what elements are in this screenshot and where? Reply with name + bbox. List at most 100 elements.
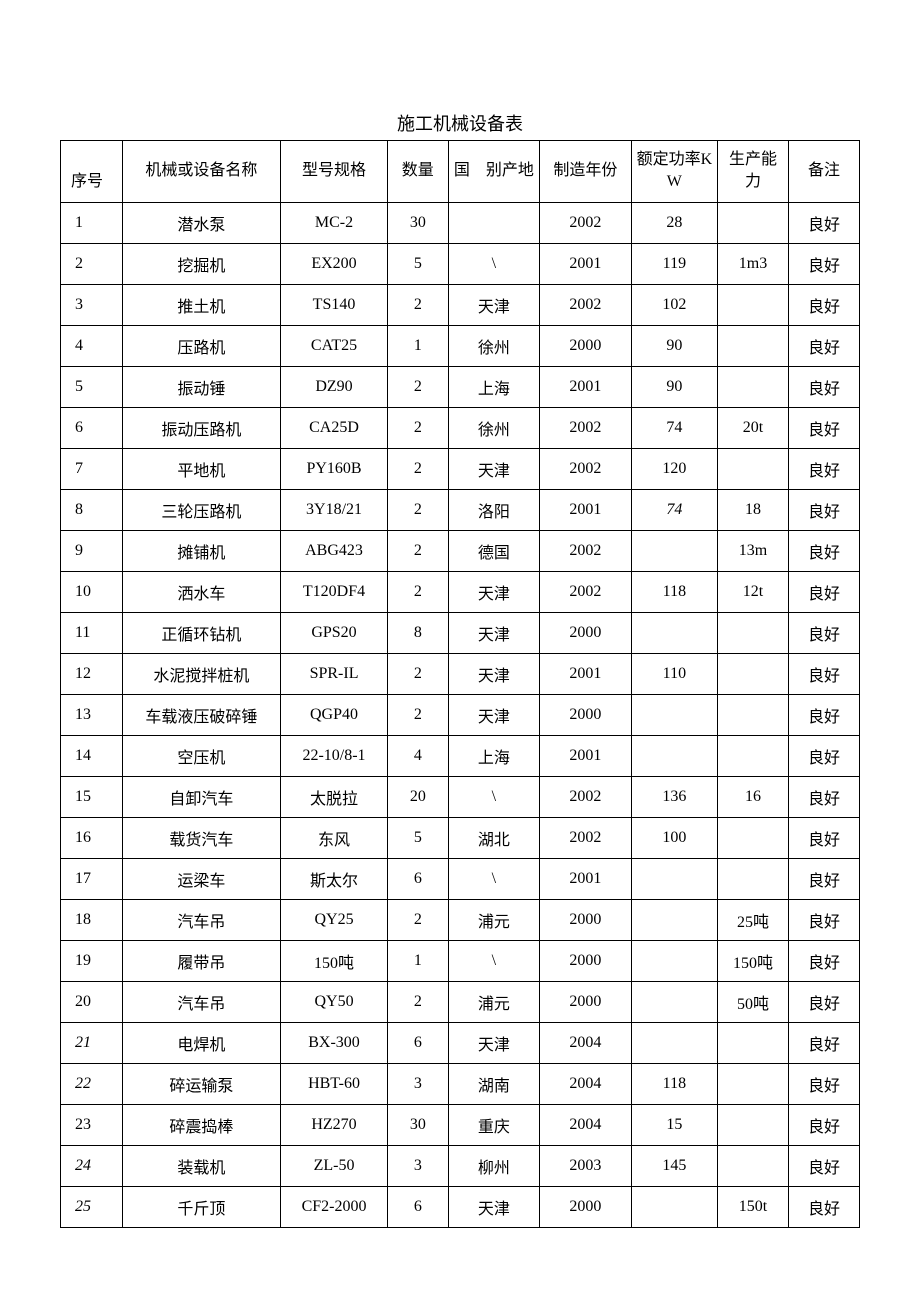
cell-name: 水泥搅拌桩机 [122, 653, 280, 694]
cell-qty: 6 [387, 1186, 448, 1227]
header-power: 额定功率KW [631, 141, 717, 203]
cell-idx: 18 [61, 899, 123, 940]
cell-capacity: 150t [718, 1186, 789, 1227]
header-name: 机械或设备名称 [122, 141, 280, 203]
cell-power: 110 [631, 653, 717, 694]
cell-power: 28 [631, 202, 717, 243]
cell-origin [448, 202, 540, 243]
table-row: 10洒水车T120DF42天津200211812t良好 [61, 571, 860, 612]
cell-note: 良好 [789, 1104, 860, 1145]
cell-idx: 4 [61, 325, 123, 366]
cell-year: 2003 [540, 1145, 632, 1186]
cell-model: ZL-50 [281, 1145, 388, 1186]
cell-year: 2002 [540, 202, 632, 243]
cell-origin: \ [448, 776, 540, 817]
cell-capacity: 20t [718, 407, 789, 448]
cell-capacity [718, 858, 789, 899]
cell-note: 良好 [789, 407, 860, 448]
cell-model: BX-300 [281, 1022, 388, 1063]
cell-power: 15 [631, 1104, 717, 1145]
cell-idx: 16 [61, 817, 123, 858]
cell-name: 车载液压破碎锤 [122, 694, 280, 735]
cell-idx: 24 [61, 1145, 123, 1186]
cell-qty: 30 [387, 202, 448, 243]
cell-power: 118 [631, 1063, 717, 1104]
cell-note: 良好 [789, 776, 860, 817]
table-row: 19履带吊150吨1\2000150吨良好 [61, 940, 860, 981]
cell-origin: \ [448, 858, 540, 899]
cell-qty: 20 [387, 776, 448, 817]
cell-qty: 4 [387, 735, 448, 776]
cell-idx: 22 [61, 1063, 123, 1104]
cell-qty: 2 [387, 981, 448, 1022]
table-row: 16载货汽车东风5湖北2002100良好 [61, 817, 860, 858]
cell-note: 良好 [789, 571, 860, 612]
cell-capacity [718, 1104, 789, 1145]
cell-power [631, 940, 717, 981]
cell-name: 潜水泵 [122, 202, 280, 243]
cell-qty: 2 [387, 899, 448, 940]
table-row: 13车载液压破碎锤QGP402天津2000良好 [61, 694, 860, 735]
cell-name: 碎运输泵 [122, 1063, 280, 1104]
cell-idx: 20 [61, 981, 123, 1022]
cell-qty: 3 [387, 1063, 448, 1104]
cell-note: 良好 [789, 899, 860, 940]
table-row: 8三轮压路机3Y18/212洛阳20017418良好 [61, 489, 860, 530]
cell-origin: 天津 [448, 653, 540, 694]
cell-power [631, 694, 717, 735]
cell-origin: \ [448, 243, 540, 284]
cell-capacity [718, 694, 789, 735]
cell-capacity [718, 448, 789, 489]
cell-note: 良好 [789, 325, 860, 366]
cell-year: 2004 [540, 1022, 632, 1063]
cell-year: 2002 [540, 407, 632, 448]
cell-model: CA25D [281, 407, 388, 448]
cell-capacity: 150吨 [718, 940, 789, 981]
cell-name: 洒水车 [122, 571, 280, 612]
cell-model: PY160B [281, 448, 388, 489]
cell-model: 3Y18/21 [281, 489, 388, 530]
cell-note: 良好 [789, 448, 860, 489]
cell-origin: 浦元 [448, 899, 540, 940]
cell-qty: 2 [387, 489, 448, 530]
cell-model: 东风 [281, 817, 388, 858]
cell-year: 2002 [540, 284, 632, 325]
table-row: 17运梁车斯太尔6\2001良好 [61, 858, 860, 899]
cell-year: 2000 [540, 1186, 632, 1227]
cell-power [631, 612, 717, 653]
cell-origin: 柳州 [448, 1145, 540, 1186]
cell-model: DZ90 [281, 366, 388, 407]
cell-year: 2001 [540, 653, 632, 694]
table-row: 5振动锤DZ902上海200190良好 [61, 366, 860, 407]
cell-note: 良好 [789, 612, 860, 653]
cell-power: 119 [631, 243, 717, 284]
cell-model: 斯太尔 [281, 858, 388, 899]
cell-name: 平地机 [122, 448, 280, 489]
cell-origin: 湖南 [448, 1063, 540, 1104]
cell-origin: 浦元 [448, 981, 540, 1022]
cell-capacity: 18 [718, 489, 789, 530]
cell-model: 太脱拉 [281, 776, 388, 817]
cell-name: 正循环钻机 [122, 612, 280, 653]
cell-name: 运梁车 [122, 858, 280, 899]
cell-capacity [718, 366, 789, 407]
cell-model: CF2-2000 [281, 1186, 388, 1227]
cell-note: 良好 [789, 530, 860, 571]
cell-capacity [718, 817, 789, 858]
cell-qty: 2 [387, 694, 448, 735]
cell-year: 2004 [540, 1104, 632, 1145]
cell-note: 良好 [789, 981, 860, 1022]
cell-name: 振动锤 [122, 366, 280, 407]
cell-year: 2002 [540, 571, 632, 612]
cell-year: 2000 [540, 612, 632, 653]
cell-idx: 10 [61, 571, 123, 612]
cell-year: 2002 [540, 817, 632, 858]
table-row: 9摊铺机ABG4232德国200213m良好 [61, 530, 860, 571]
cell-power: 102 [631, 284, 717, 325]
cell-model: QY25 [281, 899, 388, 940]
cell-model: 150吨 [281, 940, 388, 981]
cell-qty: 1 [387, 940, 448, 981]
cell-note: 良好 [789, 243, 860, 284]
cell-qty: 2 [387, 407, 448, 448]
cell-model: TS140 [281, 284, 388, 325]
